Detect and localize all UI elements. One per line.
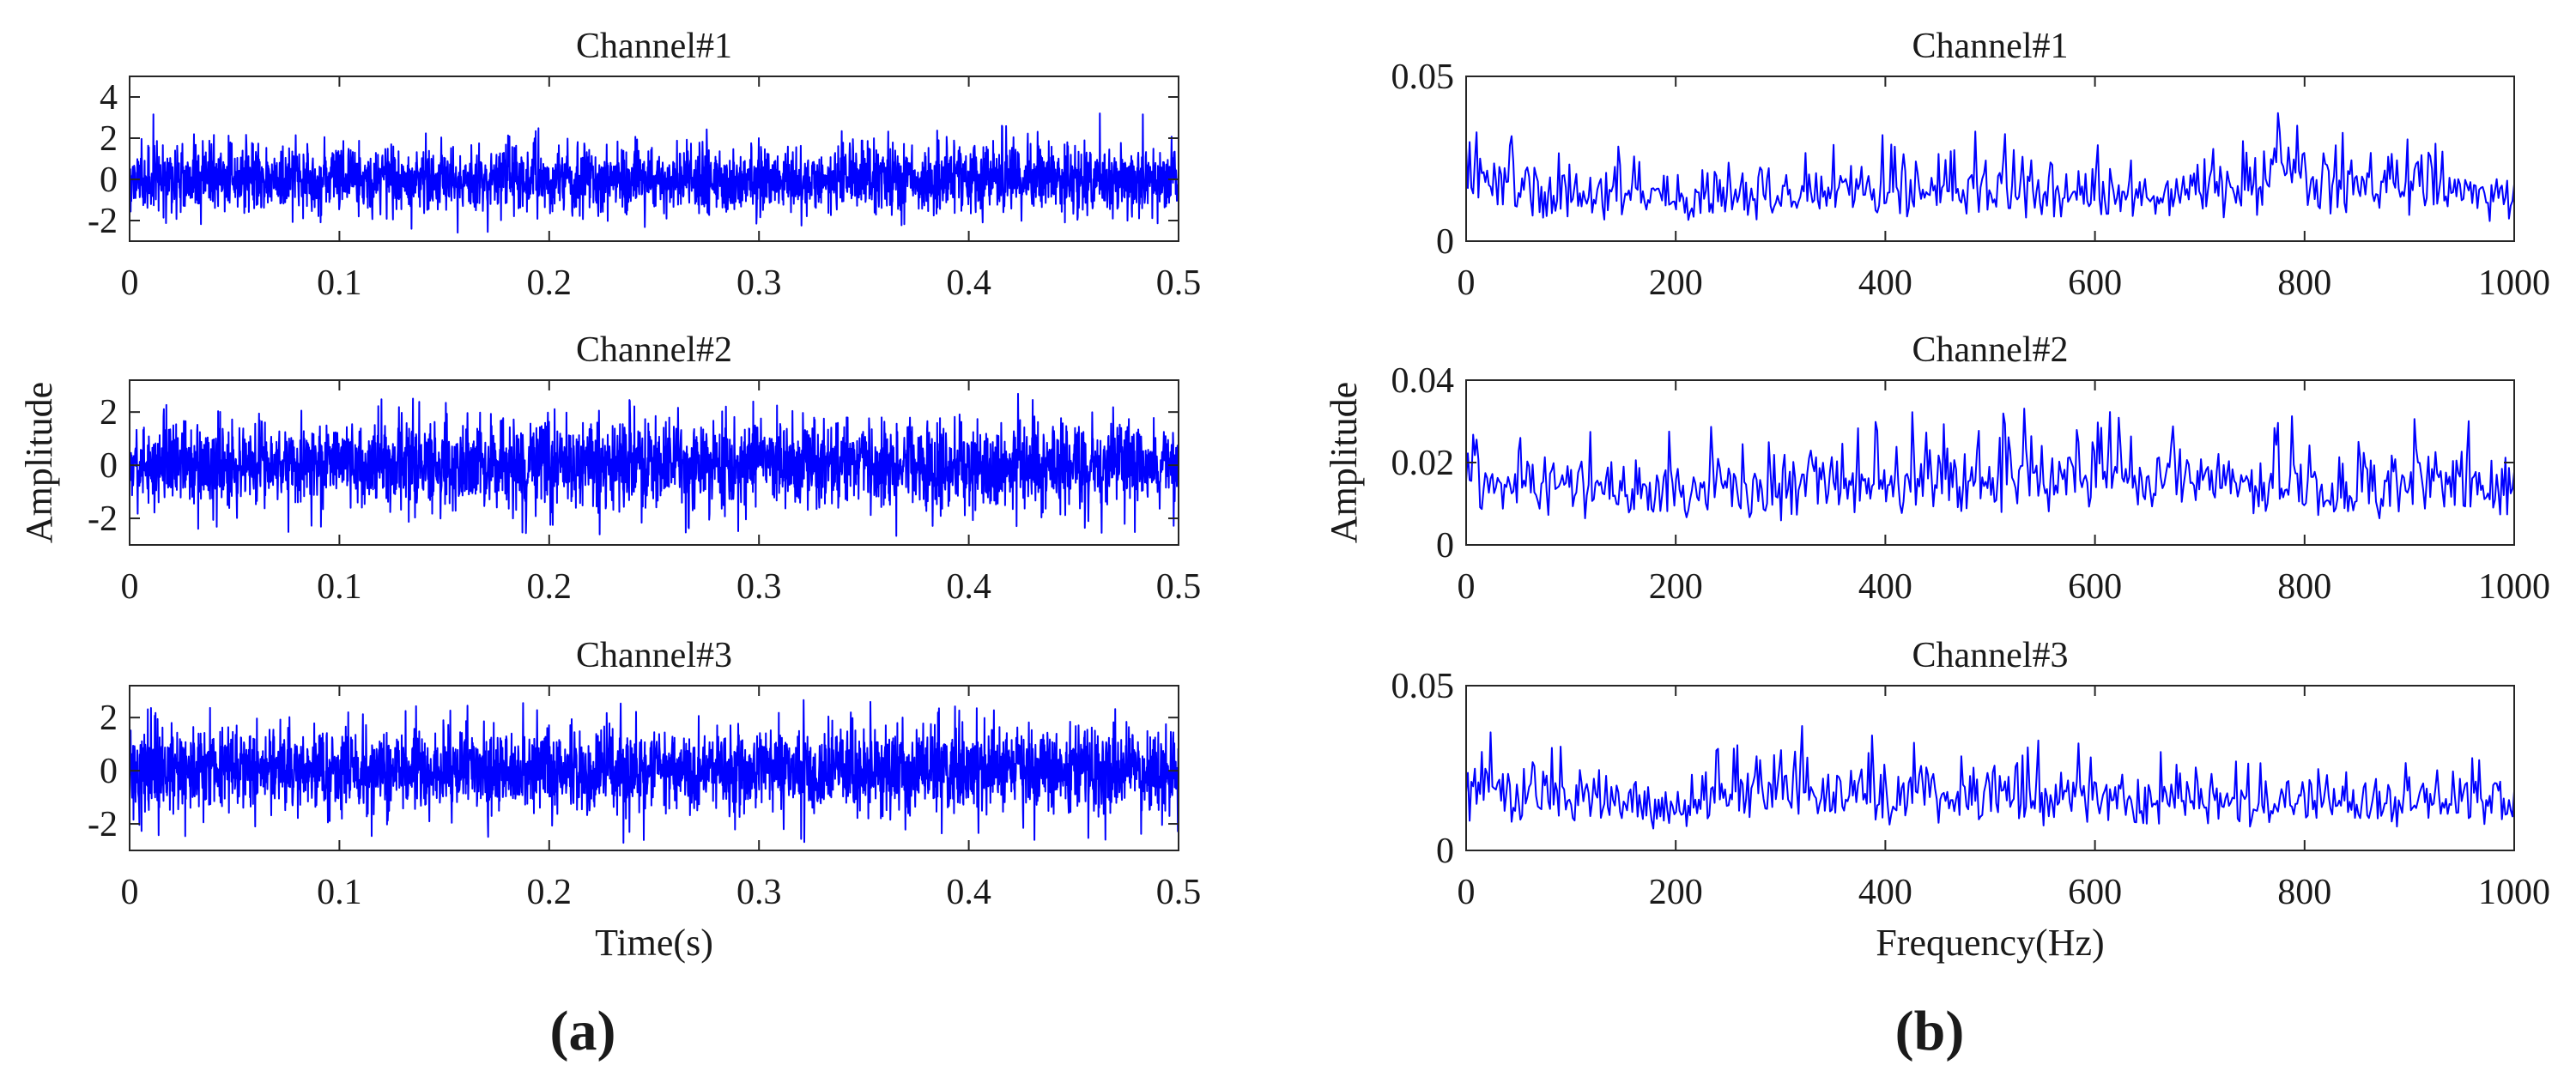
y-axis-label: Amplitude bbox=[18, 382, 60, 543]
y-tick-label: 0.02 bbox=[1391, 444, 1455, 483]
x-tick-label: 200 bbox=[1649, 263, 1703, 303]
x-tick-label: 0 bbox=[121, 263, 139, 303]
subplot-title: Channel#2 bbox=[1912, 330, 2069, 370]
x-tick-label: 0 bbox=[121, 567, 139, 607]
subplot-title: Channel#2 bbox=[576, 330, 732, 370]
y-tick-label: 2 bbox=[100, 393, 118, 433]
x-tick-label: 0 bbox=[121, 873, 139, 912]
x-tick-label: 400 bbox=[1858, 873, 1912, 912]
series-line bbox=[130, 392, 1179, 537]
y-tick-label: 2 bbox=[100, 699, 118, 738]
panel-label-b: (b) bbox=[1895, 1000, 1965, 1062]
subplot-4: 0 200 400 600 800 1000 0 0.05 Channel#1 bbox=[1391, 27, 2551, 303]
subplot-5: 0 200 400 600 800 1000 0 0.02 0.04 Channel#2 Ampli… bbox=[1323, 330, 2550, 607]
series-line bbox=[130, 112, 1179, 234]
x-tick-label: 0 bbox=[1458, 873, 1476, 912]
y-tick-label: 0 bbox=[100, 752, 118, 791]
y-tick-label: -2 bbox=[88, 805, 118, 844]
x-tick-label: 200 bbox=[1649, 873, 1703, 912]
x-tick-label: 0.3 bbox=[736, 873, 782, 912]
y-axis-label: Amplitude bbox=[1323, 382, 1365, 543]
subplot-title: Channel#1 bbox=[576, 27, 732, 66]
subplot-title: Channel#3 bbox=[576, 636, 732, 675]
x-tick-label: 0.3 bbox=[736, 263, 782, 303]
x-tick-label: 600 bbox=[2068, 263, 2122, 303]
x-tick-label: 1000 bbox=[2478, 873, 2550, 912]
y-tick-label: 0 bbox=[1436, 526, 1454, 566]
x-tick-label: 0.4 bbox=[946, 263, 991, 303]
y-tick-label: 0 bbox=[100, 446, 118, 486]
y-tick-label: 2 bbox=[100, 119, 118, 159]
x-tick-label: 0.2 bbox=[527, 873, 573, 912]
y-tick-label: 0.05 bbox=[1391, 57, 1455, 97]
axes-frame bbox=[1465, 76, 2515, 242]
x-tick-label: 0.1 bbox=[317, 567, 362, 607]
x-tick-label: 0.5 bbox=[1156, 263, 1202, 303]
x-axis-label: Time(s) bbox=[595, 922, 713, 964]
series-line bbox=[130, 699, 1179, 844]
axes-frame bbox=[129, 76, 1179, 242]
panel-label-a: (a) bbox=[550, 1000, 616, 1062]
y-tick-label: 0 bbox=[100, 160, 118, 200]
series-line bbox=[1466, 725, 2514, 830]
series-line bbox=[1466, 408, 2514, 522]
axes-frame bbox=[1465, 379, 2515, 546]
x-tick-label: 0.5 bbox=[1156, 567, 1202, 607]
y-tick-label: 0 bbox=[1436, 832, 1454, 871]
y-tick-label: -2 bbox=[88, 202, 118, 241]
y-tick-label: 0.04 bbox=[1391, 361, 1455, 401]
y-tick-label: 4 bbox=[100, 78, 118, 118]
x-tick-label: 0 bbox=[1458, 263, 1476, 303]
x-tick-label: 800 bbox=[2277, 873, 2331, 912]
x-tick-label: 600 bbox=[2068, 567, 2122, 607]
x-tick-label: 200 bbox=[1649, 567, 1703, 607]
subplot-6: 0 200 400 600 800 1000 0 0.05 Channel#3 Frequency… bbox=[1391, 636, 2551, 964]
x-tick-label: 0 bbox=[1458, 567, 1476, 607]
x-tick-label: 0.4 bbox=[946, 873, 991, 912]
y-tick-label: 0 bbox=[1436, 222, 1454, 262]
x-tick-label: 1000 bbox=[2478, 567, 2550, 607]
x-tick-label: 0.1 bbox=[317, 873, 362, 912]
series-line bbox=[1466, 112, 2514, 222]
x-axis-label: Frequency(Hz) bbox=[1876, 922, 2104, 964]
axes-frame bbox=[129, 685, 1179, 851]
x-tick-label: 0.5 bbox=[1156, 873, 1202, 912]
x-tick-label: 0.1 bbox=[317, 263, 362, 303]
axes-frame bbox=[129, 379, 1179, 546]
x-tick-label: 400 bbox=[1858, 567, 1912, 607]
x-tick-label: 800 bbox=[2277, 263, 2331, 303]
x-tick-label: 800 bbox=[2277, 567, 2331, 607]
x-tick-label: 0.3 bbox=[736, 567, 782, 607]
subplot-title: Channel#1 bbox=[1912, 27, 2069, 66]
y-tick-label: -2 bbox=[88, 499, 118, 539]
x-tick-label: 0.4 bbox=[946, 567, 991, 607]
subplot-title: Channel#3 bbox=[1912, 636, 2069, 675]
y-tick-label: 0.05 bbox=[1391, 667, 1455, 706]
x-tick-label: 600 bbox=[2068, 873, 2122, 912]
x-tick-label: 1000 bbox=[2478, 263, 2550, 303]
x-tick-label: 400 bbox=[1858, 263, 1912, 303]
x-tick-label: 0.2 bbox=[527, 263, 573, 303]
x-tick-label: 0.2 bbox=[527, 567, 573, 607]
axes-frame bbox=[1465, 685, 2515, 851]
